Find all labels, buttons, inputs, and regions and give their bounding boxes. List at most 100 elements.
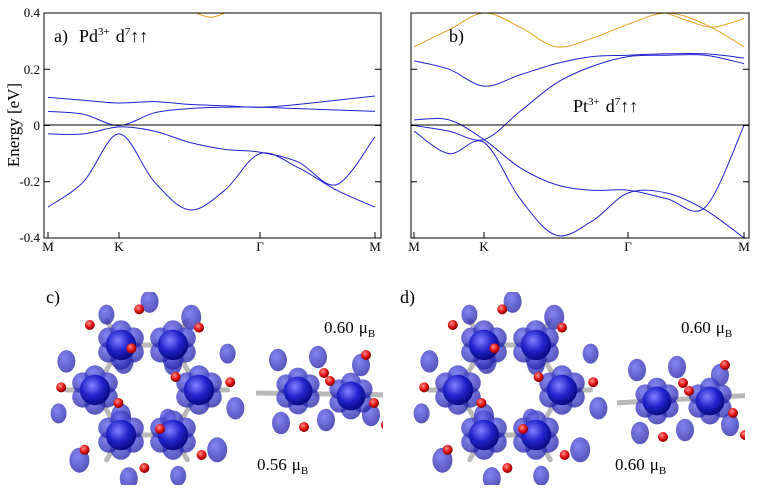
spin-lobe bbox=[628, 358, 646, 382]
oxygen-atom bbox=[155, 424, 165, 434]
magnetic-atom bbox=[150, 410, 196, 460]
spin-lobe bbox=[309, 345, 327, 369]
oxygen-atom bbox=[126, 343, 137, 354]
spin-lobe bbox=[413, 403, 430, 424]
oxygen-atom bbox=[559, 450, 570, 460]
oxygen-atom bbox=[134, 304, 145, 315]
moment-label-top-c: 0.60 μB bbox=[324, 318, 375, 340]
panel-label-a: a) bbox=[54, 26, 68, 47]
magnetic-atom bbox=[150, 320, 196, 370]
spin-lobe bbox=[207, 437, 228, 463]
x-tick-label: M bbox=[42, 239, 54, 254]
band-line-b-5 bbox=[666, 13, 745, 28]
oxygen-atom bbox=[678, 378, 688, 388]
spin-lobe bbox=[57, 350, 76, 373]
magnetic-atom bbox=[513, 410, 559, 460]
spin-lobe bbox=[219, 343, 236, 364]
spin-lobe bbox=[317, 408, 335, 432]
oxygen-atom bbox=[194, 322, 204, 333]
oxygen-atom bbox=[728, 408, 738, 418]
x-tick-label: K bbox=[479, 239, 489, 254]
magnetic-atom bbox=[513, 320, 559, 370]
oxygen-atom bbox=[325, 376, 335, 386]
oxygen-atom bbox=[518, 424, 528, 434]
oxygen-atom bbox=[489, 343, 500, 354]
magnetic-atom bbox=[98, 410, 144, 460]
oxygen-atom bbox=[381, 421, 383, 429]
oxygen-atom bbox=[447, 320, 458, 330]
y-tick-label: -0.2 bbox=[19, 174, 40, 189]
oxygen-atom bbox=[740, 430, 745, 440]
panel-label-b: b) bbox=[449, 26, 464, 47]
oxygen-atom bbox=[319, 368, 329, 378]
y-tick-label: 0 bbox=[34, 118, 41, 133]
y-axis-title: Energy [eV] bbox=[4, 83, 23, 167]
x-tick-label: Γ bbox=[256, 239, 264, 254]
oxygen-atom bbox=[533, 372, 544, 382]
oxygen-atom bbox=[196, 450, 207, 460]
spin-lobe bbox=[272, 411, 290, 435]
moment-label-top-d: 0.60 μB bbox=[681, 318, 732, 340]
oxygen-atom bbox=[56, 382, 67, 393]
oxygen-atom bbox=[419, 382, 430, 393]
annotation-a: Pd3+ d7↑↑ bbox=[79, 26, 148, 46]
oxygen-atom bbox=[588, 377, 599, 388]
spin-lobe bbox=[269, 348, 287, 372]
oxygen-atom bbox=[557, 322, 567, 333]
magnetic-atom bbox=[435, 365, 481, 415]
spin-lobe bbox=[119, 467, 138, 485]
x-tick-label: K bbox=[114, 239, 124, 254]
spin-lobe bbox=[503, 292, 522, 313]
band-line-a-0 bbox=[47, 95, 376, 108]
band-line-b-3 bbox=[413, 130, 745, 238]
side-view-c bbox=[256, 345, 383, 435]
spin-lobe bbox=[420, 350, 439, 373]
band-line-a-1 bbox=[47, 106, 376, 127]
band-line-a-4 bbox=[196, 13, 225, 18]
oxygen-atom bbox=[684, 386, 694, 396]
band-panel-a: 0.4 0.2 0 -0.2 -0.4 M K Γ M a) Pd3+ d7↑↑ bbox=[19, 5, 382, 254]
oxygen-atom bbox=[502, 463, 513, 473]
x-tick-label: M bbox=[738, 239, 750, 254]
spin-lobe bbox=[140, 292, 159, 313]
spin-density-c: c) 0.60 μB 0.56 μB bbox=[46, 287, 383, 485]
oxygen-atom bbox=[170, 372, 181, 382]
side-view-d bbox=[617, 355, 745, 445]
spin-lobe bbox=[461, 304, 478, 325]
oxygen-atom bbox=[361, 350, 371, 360]
oxygen-atom bbox=[720, 360, 730, 370]
oxygen-atom bbox=[442, 444, 453, 455]
magnetic-atom bbox=[276, 367, 320, 415]
y-tick-label: 0.4 bbox=[24, 5, 41, 20]
spin-lobe bbox=[170, 465, 187, 485]
moment-label-bottom-d: 0.60 μB bbox=[615, 455, 666, 477]
x-tick-label: Γ bbox=[624, 239, 632, 254]
spin-lobe bbox=[668, 355, 686, 379]
oxygen-atom bbox=[139, 463, 150, 473]
annotation-b: Pt3+ d7↑↑ bbox=[573, 96, 638, 116]
band-line-a-3 bbox=[47, 133, 376, 211]
y-tick-label: -0.4 bbox=[19, 230, 40, 245]
magnetic-atom bbox=[461, 410, 507, 460]
spin-lobe bbox=[582, 343, 599, 364]
x-tick-label: M bbox=[369, 239, 381, 254]
spin-lobe bbox=[482, 467, 501, 485]
magnetic-atom bbox=[98, 320, 144, 370]
honeycomb-view-c bbox=[50, 292, 245, 485]
spin-lobe bbox=[50, 403, 67, 424]
panel-label-c: c) bbox=[46, 287, 60, 308]
oxygen-atom bbox=[79, 444, 90, 455]
honeycomb-view-d bbox=[413, 292, 608, 485]
magnetic-atom bbox=[176, 365, 222, 415]
spin-lobe bbox=[181, 304, 202, 330]
spin-lobe bbox=[533, 465, 550, 485]
panel-label-d: d) bbox=[400, 287, 415, 308]
magnetic-atom bbox=[72, 365, 118, 415]
spin-lobe bbox=[226, 396, 245, 420]
band-line-b-1 bbox=[413, 54, 745, 141]
spin-density-d: d) 0.60 μB 0.60 μB bbox=[400, 287, 745, 485]
oxygen-atom bbox=[84, 320, 95, 330]
spin-lobe bbox=[570, 437, 591, 463]
spin-lobe bbox=[721, 413, 739, 437]
